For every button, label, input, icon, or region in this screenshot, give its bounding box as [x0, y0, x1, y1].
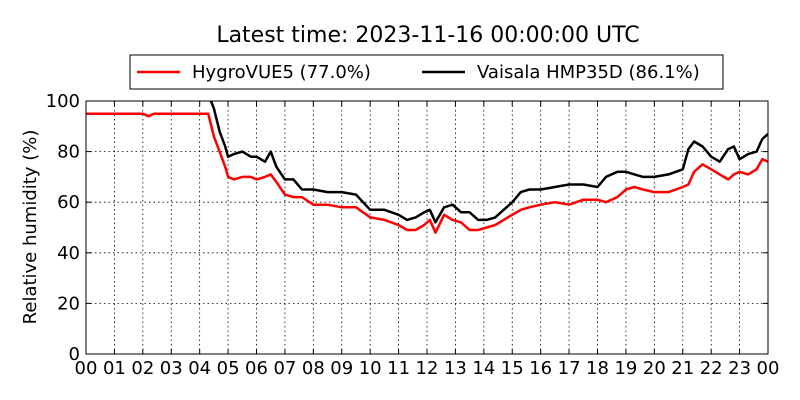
y-tick-label: 80 — [57, 142, 80, 163]
y-tick-labels: 0 20 40 60 80 100 — [46, 91, 80, 365]
x-tick-label: 20 — [643, 358, 666, 379]
x-tick-label: 09 — [330, 358, 353, 379]
x-tick-label: 05 — [217, 358, 240, 379]
y-axis-label: Relative humidity (%) — [20, 130, 41, 325]
x-tick-label: 10 — [359, 358, 382, 379]
x-tick-labels: 00 01 02 03 04 05 06 07 08 09 10 11 12 13 14 15 16 17 18 19… — [75, 358, 780, 379]
x-tick-label: 21 — [671, 358, 694, 379]
series-line-vaisala — [209, 101, 768, 224]
legend: HygroVUE5 (77.0%) Vaisala HMP35D (86.1%) — [129, 54, 724, 90]
series-line-hygrovue5 — [86, 112, 768, 234]
y-tick-label: 40 — [57, 243, 80, 264]
x-tick-label: 16 — [529, 358, 552, 379]
tick-marks — [85, 100, 769, 355]
legend-label-vaisala: Vaisala HMP35D (86.1%) — [477, 62, 700, 83]
x-tick-label: 00 — [757, 358, 780, 379]
x-tick-label: 13 — [444, 358, 467, 379]
x-tick-label: 07 — [273, 358, 296, 379]
x-tick-label: 17 — [558, 358, 581, 379]
x-tick-label: 22 — [700, 358, 723, 379]
chart-title: Latest time: 2023-11-16 00:00:00 UTC — [216, 23, 639, 48]
x-tick-label: 11 — [387, 358, 410, 379]
x-tick-label: 04 — [188, 358, 211, 379]
grid — [86, 101, 768, 354]
y-tick-label: 60 — [57, 192, 80, 213]
x-tick-label: 00 — [75, 358, 98, 379]
legend-label-hygrovue5: HygroVUE5 (77.0%) — [192, 62, 371, 83]
x-tick-label: 15 — [501, 358, 524, 379]
x-tick-label: 08 — [302, 358, 325, 379]
x-tick-label: 23 — [728, 358, 751, 379]
x-tick-label: 02 — [131, 358, 154, 379]
y-tick-label: 100 — [46, 91, 80, 112]
x-tick-label: 06 — [245, 358, 268, 379]
x-tick-label: 01 — [103, 358, 126, 379]
x-tick-label: 12 — [416, 358, 439, 379]
x-tick-label: 03 — [160, 358, 183, 379]
series-layer — [86, 101, 768, 234]
x-tick-label: 18 — [586, 358, 609, 379]
y-tick-label: 20 — [57, 293, 80, 314]
y-tick-label: 0 — [69, 344, 80, 365]
x-tick-label: 19 — [614, 358, 637, 379]
x-tick-label: 14 — [472, 358, 495, 379]
